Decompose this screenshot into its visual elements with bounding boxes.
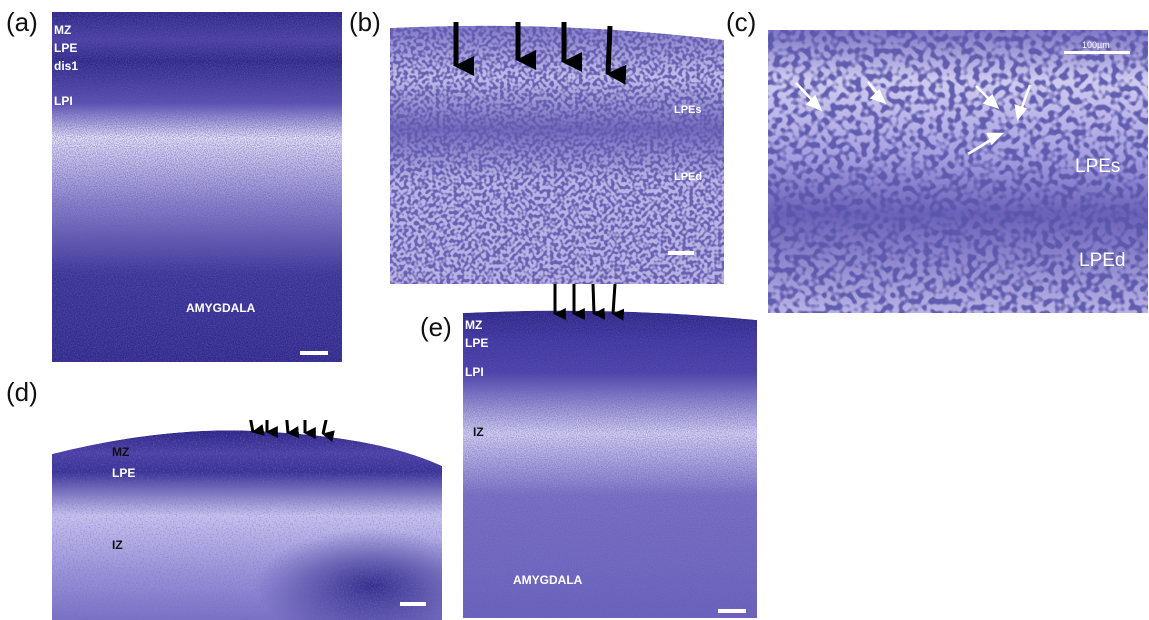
panel-c-micrograph [768,30,1148,313]
scale-bar [300,351,328,355]
label-mz: MZ [465,318,483,332]
scale-bar [400,602,426,606]
panel-d-arrows [249,420,335,443]
arrow-1 [795,82,823,112]
arrow-3 [975,85,1000,110]
arrow-4 [611,284,625,321]
panel-e-arrows [553,284,625,321]
panel-a-micrograph [52,12,342,362]
panel-d-letter: (d) [6,377,38,407]
arrow-3 [591,284,605,320]
label-amygdala: AMYGDALA [186,301,256,315]
scale-bar [718,609,746,613]
label-dis1: dis1 [54,59,79,73]
label-scale: 100µm [1082,40,1110,50]
label-lpes: LPEs [1075,156,1121,177]
panel-e-micrograph [463,284,757,618]
arrow-3 [285,420,300,438]
panel-d-image: MZ LPE IZ [52,420,442,620]
arrow-5 [321,420,335,443]
panel-b-micrograph [390,22,724,284]
panel-e-image: MZ LPE LPI IZ AMYGDALA [463,284,757,618]
arrow-4 [605,25,627,85]
scale-bar [1064,51,1130,54]
panel-c-image: 100µm LPEs LPEd [768,30,1148,313]
panel-b-letter: (b) [349,7,381,37]
label-iz: IZ [112,538,123,552]
label-lpe: LPE [465,336,489,350]
label-lpe: LPE [112,466,136,480]
arrow-5 [967,132,1005,156]
label-lpi: LPI [54,94,73,108]
panel-b-image: LPEs LPEd [390,22,724,284]
label-amygdala: AMYGDALA [513,573,583,587]
panel-a-letter: (a) [6,7,38,37]
panel-c-arrows [795,81,1032,156]
label-iz: IZ [473,425,484,439]
panel-c-letter: (c) [726,7,757,37]
label-lpe: LPE [54,41,78,55]
label-lpes: LPEs [674,104,702,116]
arrow-2 [867,81,887,105]
label-lpi: LPI [465,365,484,379]
panel-b-arrows [453,22,627,85]
label-mz: MZ [112,445,130,459]
scale-bar [668,251,694,255]
arrow-4 [1014,84,1032,122]
arrow-1 [249,420,265,436]
label-mz: MZ [54,23,72,37]
label-lped: LPEd [1079,250,1126,271]
panel-d-micrograph [52,420,442,620]
panel-e-letter: (e) [420,312,452,342]
label-lped: LPEd [674,171,703,183]
panel-a-image: MZ LPE dis1 LPI AMYGDALA [52,12,342,362]
